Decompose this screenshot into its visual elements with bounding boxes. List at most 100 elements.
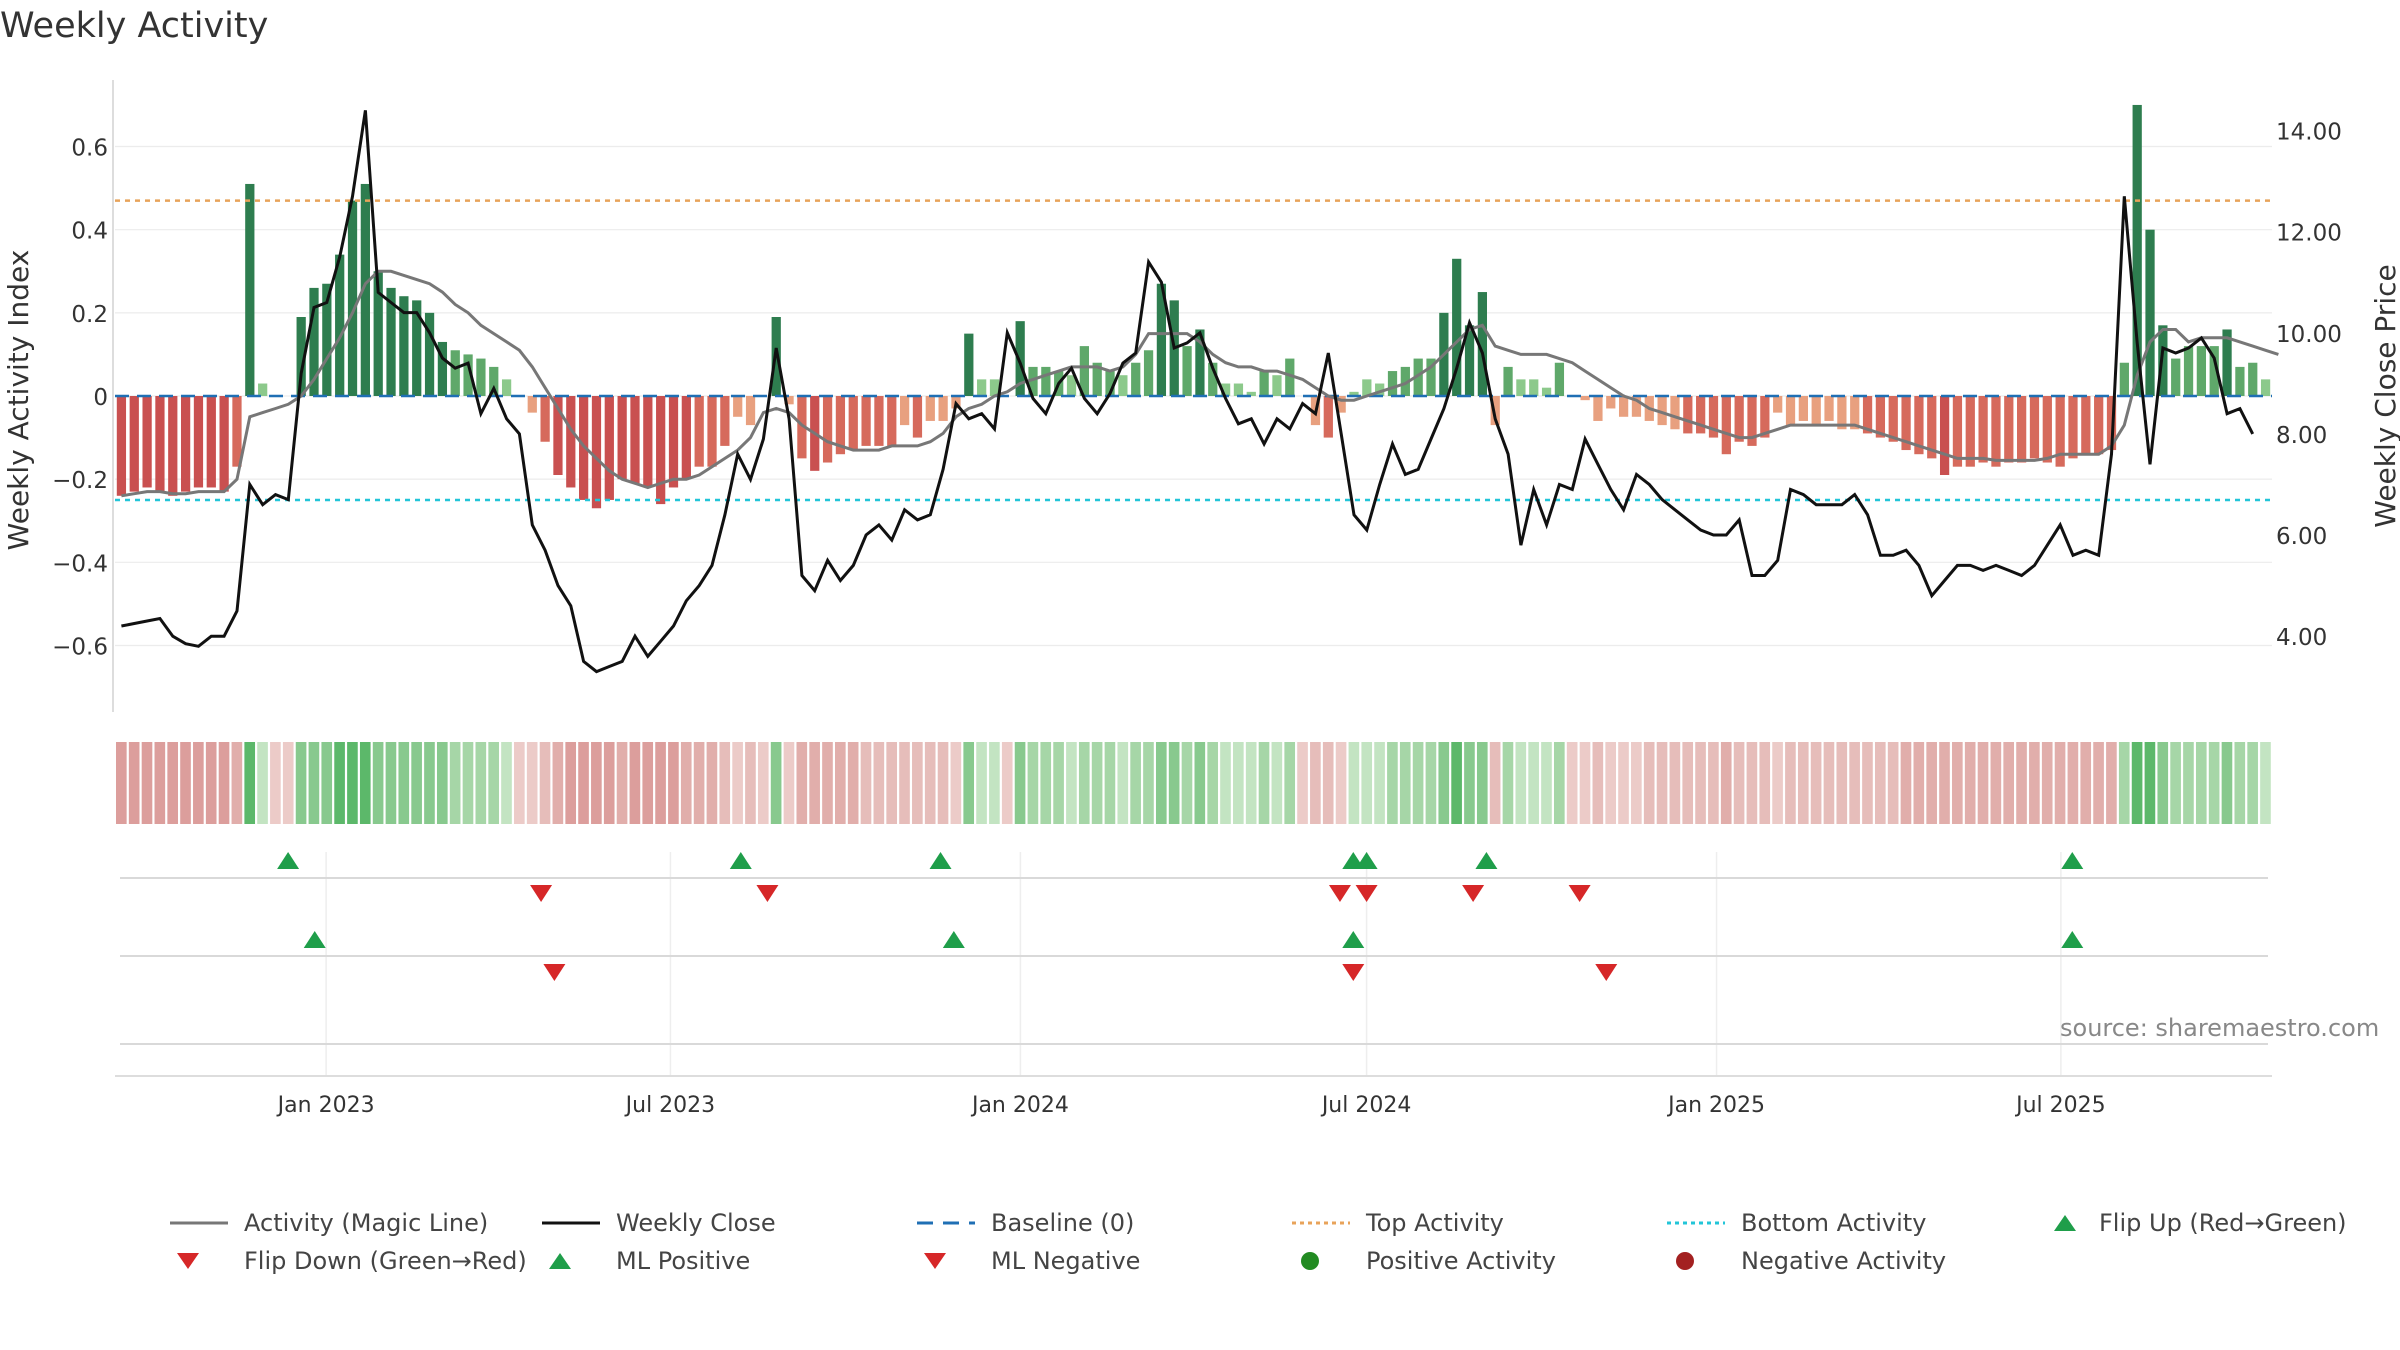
activity-bar [463,354,473,396]
activity-bar [977,379,987,396]
activity-bar [1220,383,1231,396]
activity-bar [1041,366,1051,396]
activity-bar [1246,391,1256,396]
activity-bar [1708,396,1719,438]
activity-bar [360,183,370,396]
legend-item-bottom: Bottom Activity [1665,1209,1926,1237]
strip-cell [565,742,577,824]
strip-cell [257,742,268,824]
activity-bar [681,396,691,480]
activity-bar [335,254,345,396]
strip-cell [770,742,782,824]
strip-cell [308,742,320,824]
strip-cell [488,742,499,824]
activity-bar [1426,358,1436,396]
strip-cell [1964,742,1976,824]
activity-bar [1375,383,1385,396]
strip-cell [924,742,936,824]
strip-cell [1900,742,1912,824]
strip-cell [1104,742,1116,824]
y2-tick-label: 6.00 [2276,524,2327,550]
strip-cell [1027,742,1039,824]
strip-cell [1284,742,1296,824]
triangle-down-icon [924,1253,946,1269]
legend-label: Weekly Close [616,1209,776,1237]
activity-bar [2183,346,2194,396]
strip-cell [693,742,705,824]
y-tick-label: 0 [93,385,108,411]
strip-cell [385,742,397,824]
strip-cell [1541,742,1552,824]
activity-bar [1824,396,1834,421]
activity-bar [1323,396,1333,438]
strip-cell [1862,742,1873,824]
activity-bar [2055,396,2065,467]
axes: 0.6 0.4 0.2 0 −0.2 −0.4 −0.6 14.00 12.00 10.00 8.0… [52,80,2342,712]
activity-bar [155,396,165,492]
strip-cell [1053,742,1064,824]
flip-up-marker [2061,852,2084,869]
strip-cell [1605,742,1616,824]
flip-up-marker [1475,852,1498,869]
strip-cell [835,742,846,824]
activity-bar [797,396,807,459]
strip-cell [154,742,166,824]
activity-bar [1272,375,1282,396]
activity-bar [1259,371,1269,396]
activity-bar [553,396,563,475]
activity-bar [2235,366,2245,396]
strip-cell [539,742,551,824]
strip-cell [1823,742,1835,824]
strip-cell [205,742,217,824]
strip-cell [514,742,525,824]
strip-cell [1913,742,1925,824]
strip-cell [2131,742,2143,824]
strip-cell [655,742,666,824]
strip-cell [706,742,718,824]
chart-title: Weekly Activity [0,6,269,46]
y-tick-label: 0.6 [71,136,108,162]
x-tick-label: Jan 2023 [276,1093,375,1118]
chart-canvas: 0.6 0.4 0.2 0 −0.2 −0.4 −0.6 14.00 12.00 10.00 8.0… [2,80,2400,1118]
strip-cell [822,742,833,824]
activity-bar [1554,362,1565,396]
activity-bar [2171,358,2181,396]
activity-bar [784,396,794,405]
activity-bar [1490,396,1500,426]
strip-cell [321,742,333,824]
flip-up-marker [1355,852,1378,869]
strip-cell [475,742,487,824]
strip-cell [1977,742,1989,824]
activity-bar [617,396,627,480]
strip-cell [180,742,191,824]
strip-cell [2144,742,2156,824]
strip-cell [1335,742,1347,824]
strip-cell [1759,742,1771,824]
strip-cell [950,742,962,824]
strip-cell [757,742,769,824]
strip-cell [1554,742,1565,824]
strip-cell [1014,742,1026,824]
activity-bar [643,396,653,488]
strip-cell [886,742,897,824]
strip-cell [578,742,589,824]
ml-negative-marker [1595,964,1618,981]
flip-up-marker [277,852,300,869]
strip-cell [411,742,422,824]
y2-tick-label: 10.00 [2276,322,2342,348]
y2-tick-label: 14.00 [2276,120,2342,146]
activity-bar [720,396,730,446]
activity-bar [347,200,358,396]
signal-markers: Jan 2023 Jul 2023 Jan 2024 Jul 2024 Jan 2025… [115,852,2272,1118]
activity-bar [861,396,871,446]
strip-cell [629,742,641,824]
activity-bar [501,379,512,396]
strip-cell [603,742,615,824]
activity-bar [1760,396,1770,438]
strip-cell [2054,742,2066,824]
strip-cell [1926,742,1937,824]
strip-cell [1592,742,1604,824]
ml-negative-marker [543,964,566,981]
activity-bar [1516,379,1526,396]
strip-cell [1887,742,1899,824]
